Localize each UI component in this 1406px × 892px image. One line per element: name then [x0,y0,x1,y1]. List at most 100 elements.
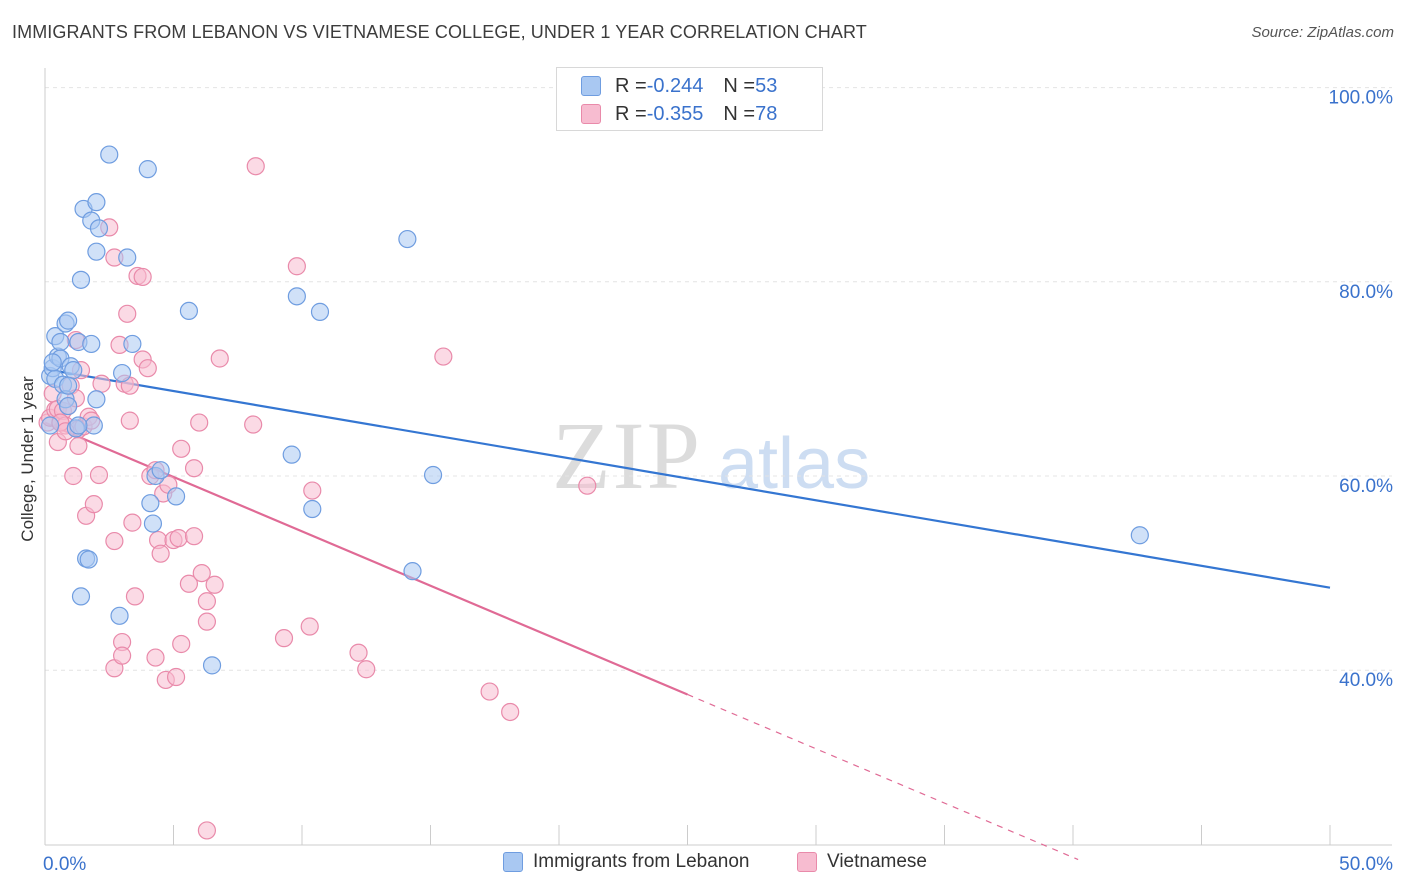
point-lebanon [1130,526,1149,545]
n-label: N = [723,74,756,97]
stats-row-lebanon: R = -0.244 N = 53 [581,74,777,98]
point-vietnamese [578,476,597,495]
point-lebanon [310,302,330,321]
point-vietnamese [480,682,499,701]
point-vietnamese [151,544,170,563]
y-tick-label: 100.0% [1329,88,1394,109]
watermark-zip: ZIP [552,402,702,509]
swatch-lebanon [581,76,601,96]
x-tick-label: 50.0% [1339,854,1393,875]
stats-legend: R = -0.244 N = 53 R = -0.355 N = 78 [556,67,823,131]
point-vietnamese [246,157,265,176]
point-lebanon [166,487,186,506]
x-tick-label: 0.0% [43,854,86,875]
trendline-lebanon [44,368,1331,589]
point-lebanon [287,287,306,306]
n-label: N = [723,102,756,125]
point-lebanon [41,416,60,435]
n-value: 53 [755,74,778,97]
point-lebanon [87,193,106,212]
point-vietnamese [92,374,111,393]
r-value: -0.244 [646,74,704,97]
point-vietnamese [274,629,294,648]
point-lebanon [64,361,83,380]
point-lebanon [151,461,170,480]
point-lebanon [71,587,91,606]
point-vietnamese [112,646,132,665]
point-vietnamese [133,267,152,287]
point-vietnamese [146,648,165,667]
r-value: -0.355 [646,102,704,125]
source-credit: Source: ZipAtlas.com [1251,24,1394,41]
point-lebanon [84,416,103,435]
point-vietnamese [244,415,263,434]
point-lebanon [179,301,199,321]
point-vietnamese [166,667,186,687]
point-vietnamese [501,702,520,722]
point-vietnamese [172,634,191,654]
point-lebanon [110,606,129,625]
point-vietnamese [125,587,145,606]
point-vietnamese [434,347,453,366]
point-lebanon [87,242,106,261]
point-lebanon [403,562,422,581]
point-vietnamese [105,531,124,551]
point-vietnamese [300,617,319,636]
point-vietnamese [357,660,376,679]
point-lebanon [141,494,160,513]
legend-item-vietnamese[interactable]: Vietnamese [797,851,927,873]
point-vietnamese [138,359,157,378]
point-vietnamese [69,436,88,455]
point-vietnamese [190,413,209,432]
point-lebanon [123,334,142,354]
point-lebanon [118,248,137,267]
point-vietnamese [197,592,217,611]
point-lebanon [59,376,78,395]
point-lebanon [303,499,322,519]
r-label: R = [615,102,647,125]
y-tick-label: 80.0% [1339,282,1393,303]
chart-title: IMMIGRANTS FROM LEBANON VS VIETNAMESE CO… [12,22,867,42]
watermark-atlas: atlas [718,424,870,504]
point-lebanon [398,229,417,249]
point-lebanon [202,656,222,675]
trendline-vietnamese-extension [687,693,1079,861]
point-lebanon [69,416,88,435]
point-vietnamese [192,564,211,583]
point-lebanon [59,311,78,330]
swatch-vietnamese [581,104,601,124]
point-vietnamese [349,643,368,662]
point-lebanon [282,445,301,464]
point-lebanon [51,332,70,352]
point-lebanon [112,363,132,383]
y-axis-label: College, Under 1 year [18,376,37,542]
point-lebanon [423,465,443,485]
point-vietnamese [169,529,188,548]
point-vietnamese [303,481,322,500]
point-vietnamese [123,513,142,532]
point-vietnamese [118,304,137,323]
point-vietnamese [64,466,83,486]
point-vietnamese [120,411,139,430]
legend-label-vietnamese: Vietnamese [827,851,927,872]
point-vietnamese [89,465,109,485]
point-vietnamese [179,574,199,593]
point-lebanon [100,145,119,164]
point-lebanon [82,334,101,354]
y-tick-label: 40.0% [1339,670,1393,691]
point-vietnamese [205,575,224,594]
r-label: R = [615,74,647,97]
n-value: 78 [755,102,778,125]
series-legend: Immigrants from Lebanon Vietnamese [0,851,1406,879]
point-vietnamese [184,459,204,478]
point-vietnamese [210,349,229,368]
point-vietnamese [84,495,103,514]
legend-item-lebanon[interactable]: Immigrants from Lebanon [503,851,750,873]
point-lebanon [87,390,106,409]
point-lebanon [43,353,62,372]
point-lebanon [143,514,163,533]
swatch-vietnamese [797,852,817,872]
swatch-lebanon [503,852,523,872]
point-lebanon [89,219,109,238]
point-vietnamese [197,612,217,631]
